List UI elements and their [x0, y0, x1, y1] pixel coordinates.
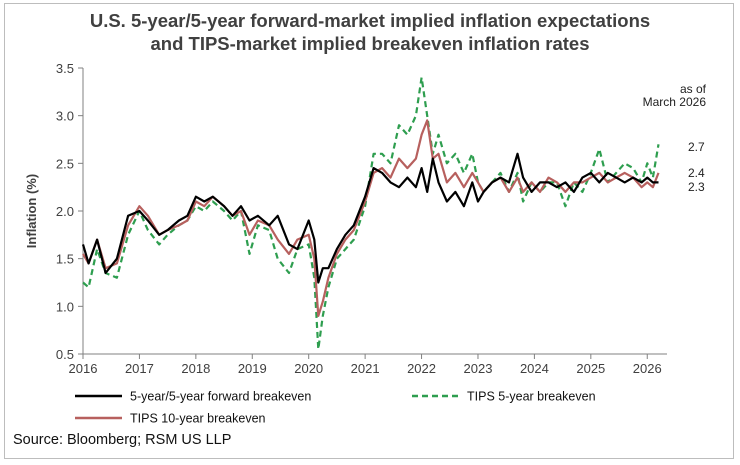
x-tick-label: 2026 — [633, 361, 662, 376]
annotation-as-of: as of — [680, 82, 707, 96]
legend-label-1: TIPS 5-year breakeven — [467, 390, 596, 404]
x-tick-label: 2019 — [238, 361, 267, 376]
y-tick-label: 3.5 — [56, 61, 74, 76]
x-tick-label: 2025 — [576, 361, 605, 376]
y-axis-title: Inflation (%) — [24, 174, 39, 248]
x-tick-label: 2017 — [125, 361, 154, 376]
end-value-label: 2.7 — [688, 140, 705, 154]
y-tick-label: 1.0 — [56, 299, 74, 314]
x-tick-label: 2024 — [520, 361, 549, 376]
series-line-2 — [82, 119, 660, 317]
y-tick-label: 2.5 — [56, 156, 74, 171]
x-tick-label: 2021 — [351, 361, 380, 376]
legend-label-0: 5-year/5-year forward breakeven — [130, 390, 311, 404]
x-tick-label: 2018 — [181, 361, 210, 376]
chart-frame — [4, 3, 734, 459]
y-tick-label: 2.0 — [56, 204, 74, 219]
x-tick-label: 2022 — [407, 361, 436, 376]
x-tick-label: 2023 — [464, 361, 493, 376]
source-note: Source: Bloomberg; RSM US LLP — [13, 432, 232, 448]
series-line-0 — [81, 152, 659, 284]
x-tick-label: 2020 — [294, 361, 323, 376]
legend: 5-year/5-year forward breakeven TIPS 5-ye… — [75, 390, 596, 426]
annotation-date: March 2026 — [643, 95, 707, 109]
chart-subtitle: and TIPS-market implied breakeven inflat… — [150, 33, 590, 54]
y-tick-label: 0.5 — [56, 347, 74, 362]
end-value-label: 2.4 — [688, 166, 705, 180]
y-tick-label: 3.0 — [56, 109, 74, 124]
end-value-label: 2.3 — [688, 180, 705, 194]
legend-label-2: TIPS 10-year breakeven — [130, 412, 266, 426]
y-tick-label: 1.5 — [56, 252, 74, 267]
chart-title: U.S. 5-year/5-year forward-market implie… — [89, 10, 651, 31]
x-tick-label: 2016 — [69, 361, 98, 376]
series-lines — [81, 76, 660, 351]
series-line-1 — [82, 76, 660, 351]
axes: 0.5 1.0 1.5 2.0 2.5 3.0 3.5 2016 2017 2018 2019 202… — [24, 61, 667, 376]
